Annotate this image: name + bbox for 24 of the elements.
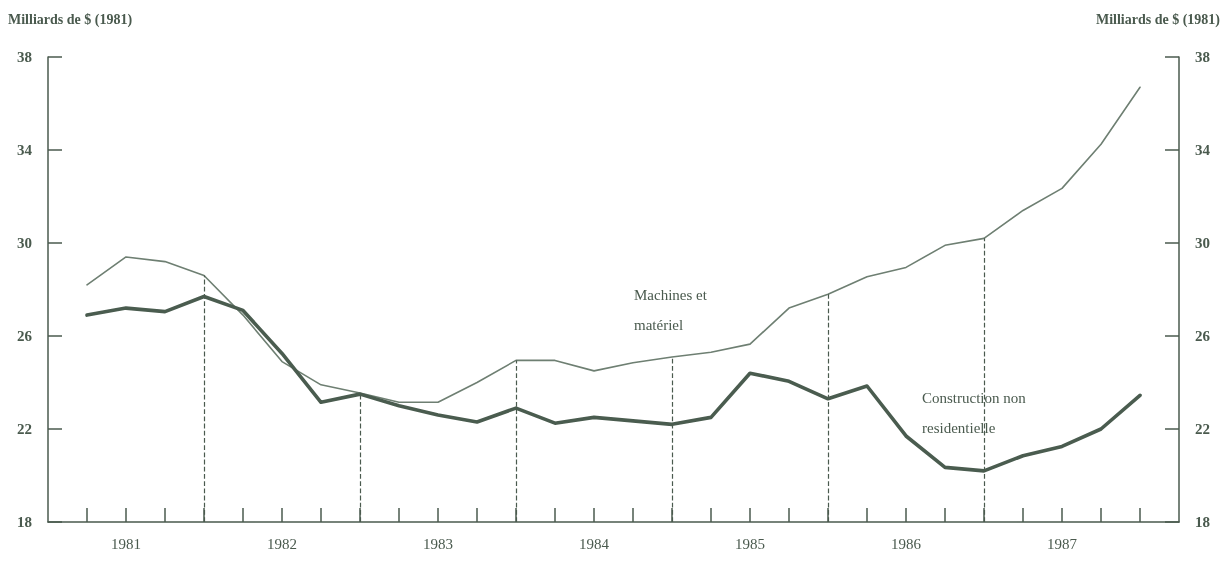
series-label: Machines et matériel (634, 287, 711, 333)
x-tick-label: 1982 (267, 535, 297, 552)
y-tick-label: 38 (17, 49, 32, 65)
y2-tick-label: 26 (1195, 328, 1211, 344)
x-tick-label: 1983 (423, 535, 453, 552)
y2-tick-label: 18 (1195, 514, 1210, 530)
x-tick-label: 1981 (111, 535, 141, 552)
y2-tick-label: 34 (1195, 142, 1211, 158)
x-tick-label: 1984 (579, 535, 610, 552)
y2-tick-label: 30 (1195, 235, 1210, 251)
line-series (86, 86, 1141, 404)
y-tick-label: 26 (17, 328, 33, 344)
y2-tick-label: 22 (1195, 421, 1210, 437)
y2-axis-title: Milliards de $ (1981) (1095, 11, 1221, 28)
y-tick-label: 30 (17, 235, 32, 251)
y-tick-label: 22 (17, 421, 32, 437)
x-tick-label: 1986 (891, 535, 922, 552)
series-label: Construction non residentielle (922, 390, 1030, 436)
y2-tick-label: 38 (1195, 49, 1210, 65)
y-tick-label: 34 (17, 142, 33, 158)
y-tick-label: 18 (17, 514, 32, 530)
x-tick-label: 1987 (1047, 535, 1078, 552)
x-tick-label: 1985 (735, 535, 765, 552)
y-axis-title: Milliards de $ (1981) (8, 11, 133, 28)
